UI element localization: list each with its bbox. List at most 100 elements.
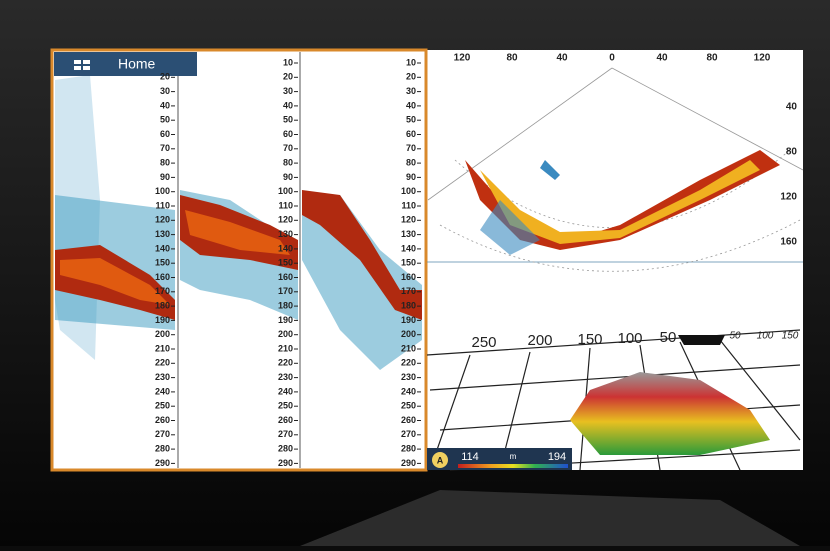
sonar-depth-label: 40 [786, 102, 798, 113]
depth-label: 30 [283, 86, 293, 96]
depth-label: 200 [155, 329, 170, 339]
depth-label: 200 [401, 329, 416, 339]
sonar-depth-label: 80 [786, 147, 798, 158]
depth-label: 110 [401, 200, 416, 210]
range-3d-label: 100 [617, 330, 642, 347]
depth-label: 60 [283, 129, 293, 139]
depth-label: 120 [278, 215, 293, 225]
depth-label: 150 [401, 258, 416, 268]
depth-label: 220 [155, 358, 170, 368]
depth-label: 130 [155, 229, 170, 239]
depth-label: 80 [283, 157, 293, 167]
depth-label: 110 [155, 200, 170, 210]
depth-label: 210 [401, 343, 416, 353]
depth-label: 20 [160, 72, 170, 82]
depth-label: 150 [278, 258, 293, 268]
legend-unit: m [510, 452, 517, 461]
depth-label: 20 [283, 72, 293, 82]
depth-label: 140 [401, 243, 416, 253]
depth-label: 270 [278, 429, 293, 439]
sonar-depth-label: 160 [780, 237, 797, 248]
depth-label: 240 [278, 386, 293, 396]
depth-label: 290 [401, 458, 416, 468]
home-icon [74, 60, 90, 70]
depth-label: 150 [155, 258, 170, 268]
depth-label: 100 [278, 186, 293, 196]
depth-label: 160 [278, 272, 293, 282]
depth-label: 60 [160, 129, 170, 139]
sonar-range-label: 80 [506, 53, 518, 64]
depth-label: 40 [406, 100, 416, 110]
depth-label: 250 [401, 401, 416, 411]
depth-label: 240 [401, 386, 416, 396]
depth-label: 230 [401, 372, 416, 382]
panel-frame [50, 48, 428, 472]
depth-label: 30 [406, 86, 416, 96]
depth-label: 280 [401, 443, 416, 453]
sonar-echo [465, 150, 780, 255]
depth-label: 90 [283, 172, 293, 182]
home-title: Home [118, 56, 156, 72]
depth-label: 190 [278, 315, 293, 325]
depth-label: 290 [278, 458, 293, 468]
range-3d-label: 50 [660, 329, 677, 346]
echogram-image [55, 75, 422, 370]
depth-label: 160 [155, 272, 170, 282]
depth-label: 110 [278, 200, 293, 210]
depth-label: 60 [406, 129, 416, 139]
range-3d-label: 200 [527, 332, 552, 349]
depth-label: 50 [160, 115, 170, 125]
range-3d-label: 50 [729, 331, 741, 342]
boat-icon [678, 335, 725, 345]
depth-label: 170 [278, 286, 293, 296]
depth-label: 40 [160, 100, 170, 110]
depth-label: 120 [155, 215, 170, 225]
depth-label: 80 [160, 157, 170, 167]
sonar-range-label: 120 [454, 53, 471, 64]
legend-min: 114 [461, 451, 479, 463]
depth-label: 140 [278, 243, 293, 253]
depth-label: 130 [401, 229, 416, 239]
depth-label: 180 [401, 300, 416, 310]
depth-label: 230 [278, 372, 293, 382]
range-3d-label: 150 [782, 331, 799, 342]
depth-label: 70 [406, 143, 416, 153]
sonar-range-label: 120 [754, 53, 771, 64]
legend-bar [458, 464, 568, 468]
mount [300, 490, 800, 546]
terrain [570, 372, 770, 455]
depth-label: 270 [401, 429, 416, 439]
depth-label: 100 [155, 186, 170, 196]
mode-label: A [437, 455, 444, 465]
depth-label: 50 [283, 115, 293, 125]
depth-label: 70 [160, 143, 170, 153]
depth-label: 120 [401, 215, 416, 225]
depth-label: 30 [160, 86, 170, 96]
depth-label: 270 [155, 429, 170, 439]
depth-label: 20 [406, 72, 416, 82]
range-3d-label: 150 [577, 331, 602, 348]
sonar-depth-label: 120 [780, 192, 797, 203]
depth-label: 290 [155, 458, 170, 468]
depth-label: 220 [401, 358, 416, 368]
depth-label: 250 [278, 401, 293, 411]
depth-label: 100 [401, 186, 416, 196]
depth-label: 230 [155, 372, 170, 382]
depth-label: 240 [155, 386, 170, 396]
depth-label: 260 [278, 415, 293, 425]
depth-label: 190 [401, 315, 416, 325]
depth-label: 260 [155, 415, 170, 425]
range-3d-label: 100 [757, 331, 774, 342]
depth-label: 130 [278, 229, 293, 239]
depth-label: 90 [406, 172, 416, 182]
sonar-range-label: 40 [556, 53, 568, 64]
depth-label: 250 [155, 401, 170, 411]
sonar-range-label: 80 [706, 53, 718, 64]
depth-label: 280 [278, 443, 293, 453]
range-3d-label: 250 [471, 334, 496, 351]
depth-label: 50 [406, 115, 416, 125]
mode-button[interactable] [432, 452, 448, 468]
depth-label: 140 [155, 243, 170, 253]
sonar-range-label: 0 [609, 53, 615, 64]
